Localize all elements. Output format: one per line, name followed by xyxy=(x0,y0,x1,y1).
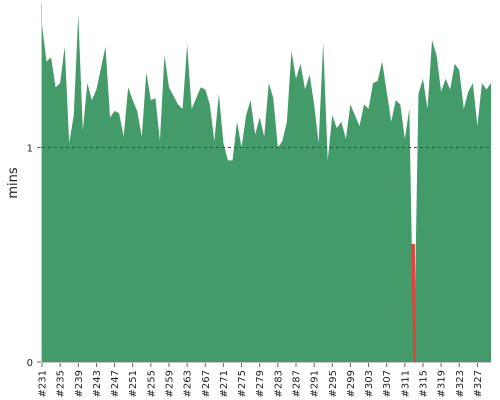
duration-area xyxy=(42,14,491,362)
x-tick-label: #255 xyxy=(146,370,157,397)
y-tick-label: 1 xyxy=(27,143,33,154)
y-axis: 01 xyxy=(27,4,42,369)
x-tick-label: #239 xyxy=(74,370,85,397)
x-tick-label: #295 xyxy=(328,370,339,397)
x-tick-label: #315 xyxy=(418,370,429,397)
x-tick-label: #319 xyxy=(437,370,448,397)
x-tick-label: #247 xyxy=(110,370,121,397)
x-tick-label: #279 xyxy=(255,370,266,397)
x-tick-label: #323 xyxy=(455,370,466,397)
x-tick-label: #291 xyxy=(310,370,321,397)
x-tick-label: #275 xyxy=(237,370,248,397)
x-tick-label: #303 xyxy=(364,370,375,397)
x-tick-label: #231 xyxy=(38,370,49,397)
x-tick-label: #283 xyxy=(273,370,284,397)
x-axis: #231 #235 #239 #243 #247 #251 #255 #259 #263 #267… xyxy=(38,362,491,397)
y-axis-label: mins xyxy=(6,167,21,199)
x-tick-label: #235 xyxy=(56,370,67,397)
y-tick-label: 0 xyxy=(27,358,33,369)
x-tick-label: #287 xyxy=(291,370,302,397)
x-tick-label: #271 xyxy=(219,370,230,397)
x-tick-label: #299 xyxy=(346,370,357,397)
x-tick-label: #327 xyxy=(473,370,484,397)
plot-area xyxy=(42,14,491,362)
x-tick-label: #259 xyxy=(164,370,175,397)
x-tick-label: #263 xyxy=(183,370,194,397)
x-tick-label: #243 xyxy=(92,370,103,397)
x-tick-label: #311 xyxy=(400,370,411,397)
x-tick-label: #251 xyxy=(128,370,139,397)
failed-build-mark xyxy=(411,244,416,362)
x-tick-label: #267 xyxy=(201,370,212,397)
x-tick-label: #307 xyxy=(382,370,393,397)
